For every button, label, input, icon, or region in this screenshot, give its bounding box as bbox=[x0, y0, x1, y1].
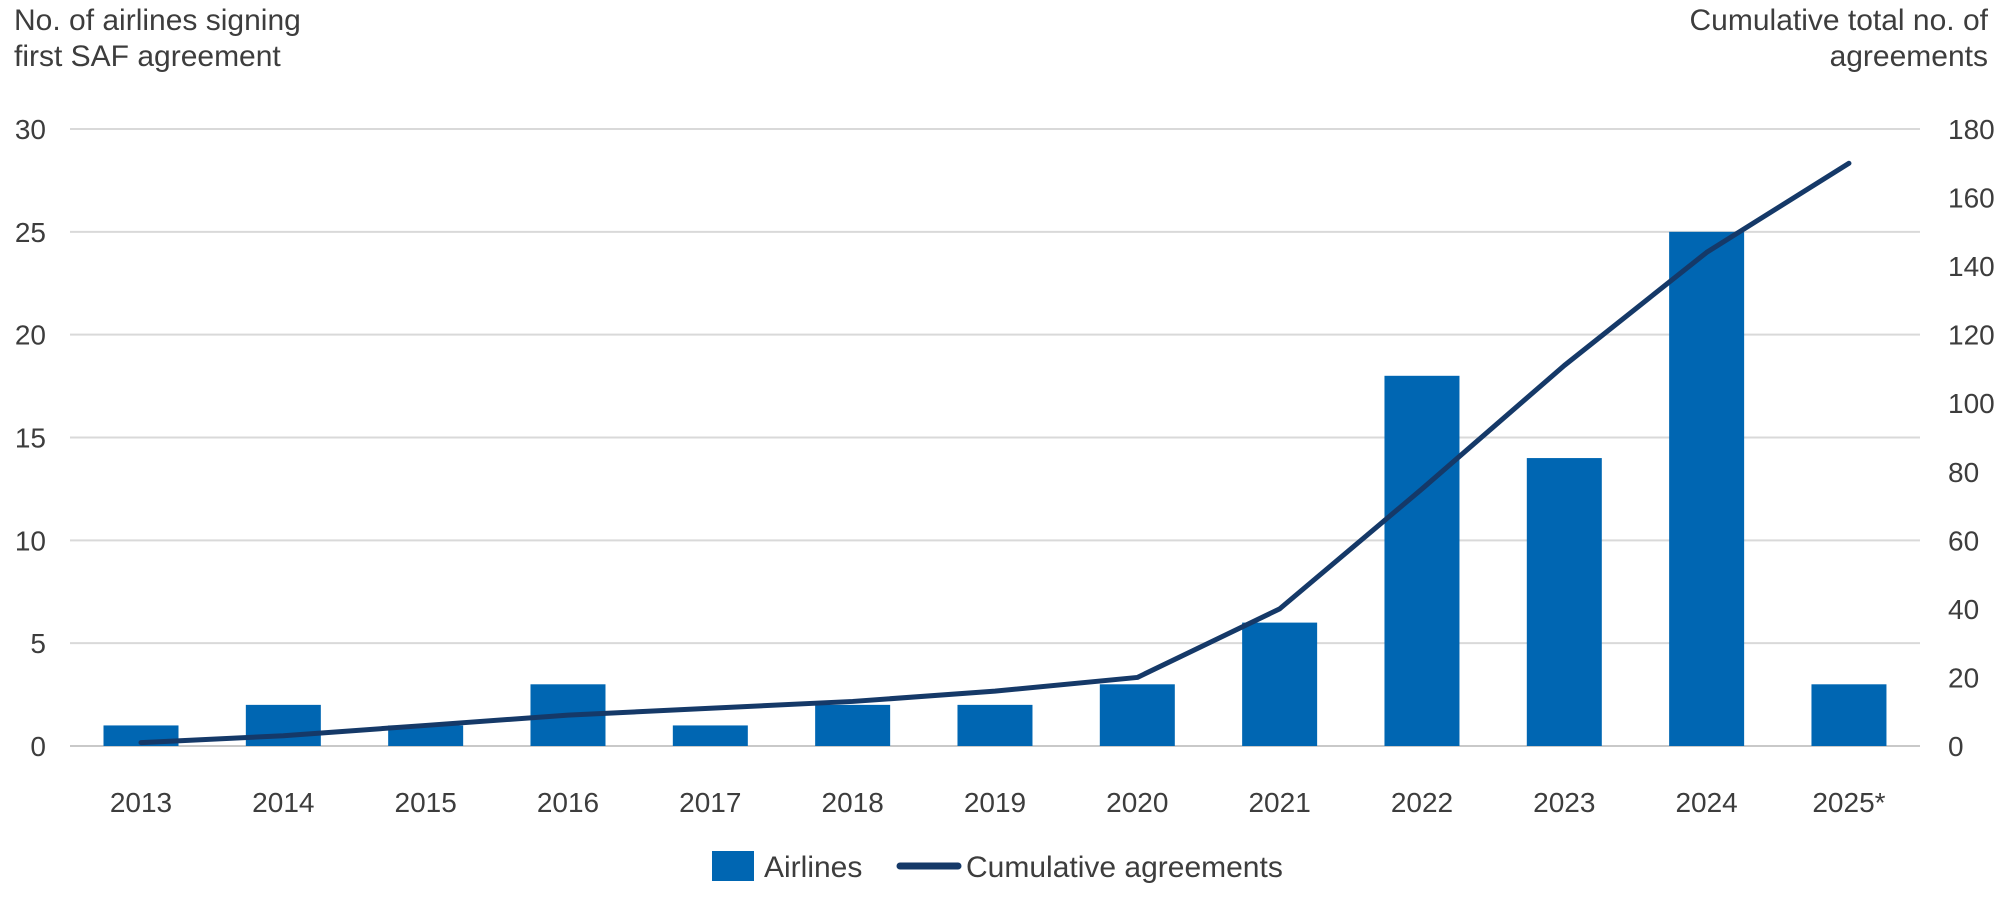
bar-2023 bbox=[1526, 458, 1602, 746]
bar-2017 bbox=[672, 725, 748, 746]
left-axis-tick-labels: 0 5 10 15 20 25 30 bbox=[15, 114, 46, 762]
x-axis-label-2017: 2017 bbox=[679, 787, 741, 818]
x-axis-label-2024: 2024 bbox=[1675, 787, 1737, 818]
bar-2015 bbox=[388, 725, 464, 746]
left-axis-tick-label: 25 bbox=[15, 217, 46, 248]
legend-label-cumulative-agreements: Cumulative agreements bbox=[966, 851, 1283, 884]
right-axis-tick-label: 0 bbox=[1948, 731, 1964, 762]
bar-2021 bbox=[1242, 622, 1318, 746]
x-axis-labels: 2013 2014 2015 2016 2017 2018 2019 2020 2021 2022… bbox=[110, 787, 1886, 818]
x-axis-label-2018: 2018 bbox=[822, 787, 884, 818]
legend-label-airlines: Airlines bbox=[764, 851, 862, 884]
x-axis-label-2014: 2014 bbox=[252, 787, 314, 818]
cumulative-line-series bbox=[138, 160, 1852, 746]
x-axis-label-2019: 2019 bbox=[964, 787, 1026, 818]
right-axis-tick-label: 160 bbox=[1948, 183, 1995, 214]
right-axis-tick-label: 100 bbox=[1948, 388, 1995, 419]
x-axis-label-2015: 2015 bbox=[395, 787, 457, 818]
bar-2019 bbox=[957, 704, 1033, 746]
bar-2022 bbox=[1384, 375, 1460, 746]
gridlines bbox=[70, 128, 1920, 747]
right-axis-title-line2: agreements bbox=[1830, 40, 1988, 73]
right-axis-tick-label: 80 bbox=[1948, 457, 1979, 488]
x-axis-label-2025: 2025* bbox=[1812, 787, 1885, 818]
bar-2025* bbox=[1811, 684, 1887, 746]
x-axis-label-2016: 2016 bbox=[537, 787, 599, 818]
bar-2014 bbox=[245, 704, 321, 746]
left-axis-tick-label: 30 bbox=[15, 114, 46, 145]
left-axis-tick-label: 0 bbox=[30, 731, 46, 762]
x-axis-label-2022: 2022 bbox=[1391, 787, 1453, 818]
x-axis-label-2013: 2013 bbox=[110, 787, 172, 818]
left-axis-tick-label: 15 bbox=[15, 423, 46, 454]
right-axis-tick-label: 20 bbox=[1948, 662, 1979, 693]
right-axis-title-line1: Cumulative total no. of bbox=[1690, 4, 1989, 37]
left-axis-tick-label: 5 bbox=[30, 628, 46, 659]
right-axis-tick-label: 60 bbox=[1948, 525, 1979, 556]
right-axis-tick-labels: 0 20 40 60 80 100 120 140 160 180 bbox=[1948, 114, 1995, 762]
right-axis-tick-label: 40 bbox=[1948, 594, 1979, 625]
left-axis-tick-label: 20 bbox=[15, 320, 46, 351]
right-axis-tick-label: 180 bbox=[1948, 114, 1995, 145]
left-axis-title-line1: No. of airlines signing bbox=[14, 4, 301, 37]
legend-bar-swatch-icon bbox=[712, 851, 754, 881]
bar-2018 bbox=[815, 704, 891, 746]
left-axis-title-line2: first SAF agreement bbox=[14, 40, 281, 73]
left-axis-tick-label: 10 bbox=[15, 525, 46, 556]
right-axis-tick-label: 120 bbox=[1948, 320, 1995, 351]
bar-2024 bbox=[1669, 231, 1745, 747]
x-axis-label-2021: 2021 bbox=[1248, 787, 1310, 818]
cumulative-line bbox=[138, 160, 1852, 746]
right-axis-tick-label: 140 bbox=[1948, 251, 1995, 282]
bars-series-airlines bbox=[103, 231, 1887, 747]
bar-2020 bbox=[1099, 684, 1175, 746]
x-axis-label-2020: 2020 bbox=[1106, 787, 1168, 818]
legend: Airlines Cumulative agreements bbox=[712, 851, 1283, 884]
x-axis-label-2023: 2023 bbox=[1533, 787, 1595, 818]
